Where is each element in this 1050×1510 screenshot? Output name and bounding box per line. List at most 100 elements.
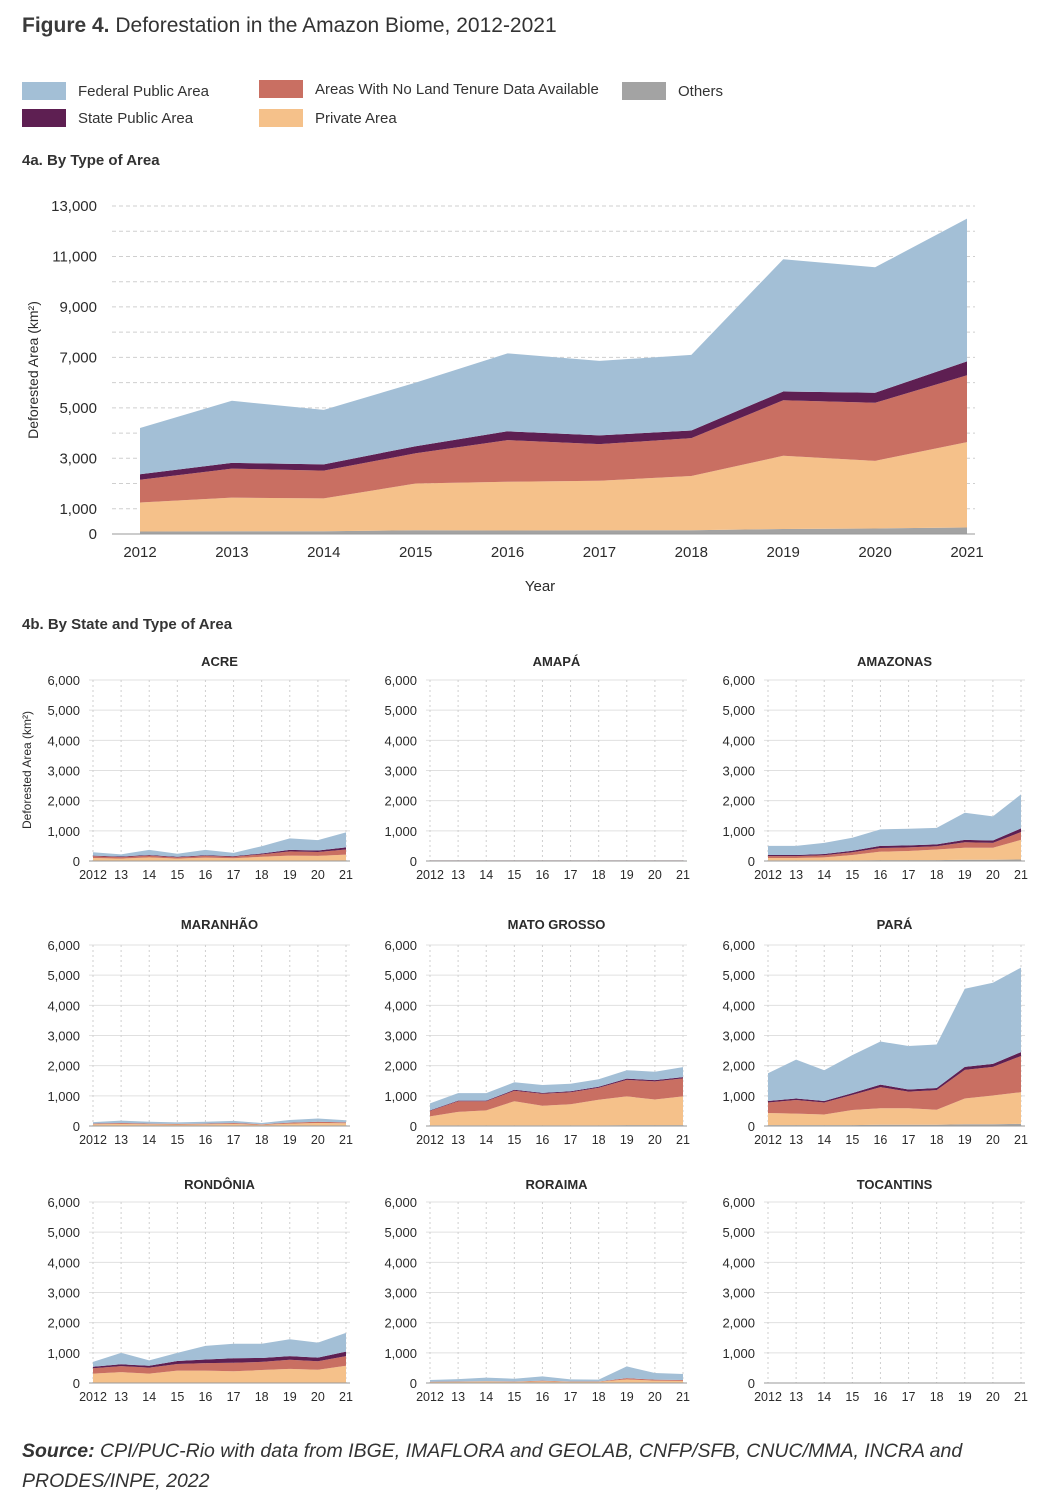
state-roraima-x-tick-label: 18 <box>592 1390 606 1404</box>
state-maranhao-y-tick-label: 1,000 <box>47 1089 80 1104</box>
state-matogrosso-title: MATO GROSSO <box>508 917 606 932</box>
state-roraima-area-notenure <box>430 1378 683 1383</box>
state-tocantins-title: TOCANTINS <box>857 1177 933 1192</box>
state-amazonas-x-tick-label: 2012 <box>754 868 782 882</box>
state-rondonia-plot <box>93 1332 346 1383</box>
state-amapa-x-tick-label: 2012 <box>416 868 444 882</box>
main-x-tick-label: 2018 <box>675 544 708 561</box>
legend-swatch-notenure <box>259 80 303 98</box>
state-amazonas-y-tick-label: 2,000 <box>722 794 755 809</box>
state-roraima-x-tick-label: 17 <box>564 1390 578 1404</box>
state-matogrosso-y-tick-label: 2,000 <box>384 1059 417 1074</box>
state-rondonia-area-private <box>93 1365 346 1383</box>
main-x-tick-label: 2019 <box>767 544 800 561</box>
state-acre-y-tick-label: 4,000 <box>47 733 80 748</box>
state-rondonia-x-tick-label: 16 <box>198 1390 212 1404</box>
legend-item-federal: Federal Public Area <box>22 82 209 100</box>
state-para-y-tick-label: 5,000 <box>722 968 755 983</box>
state-amapa-x-tick-label: 16 <box>535 868 549 882</box>
state-amazonas-x-tick-label: 17 <box>902 868 916 882</box>
state-matogrosso-x-tick-label: 2012 <box>416 1133 444 1147</box>
figure-title: Figure 4. Deforestation in the Amazon Bi… <box>22 14 557 38</box>
state-rondonia-x-tick-label: 13 <box>114 1390 128 1404</box>
state-tocantins-y-tick-label: 5,000 <box>722 1225 755 1240</box>
state-tocantins-y-tick-label: 6,000 <box>722 1195 755 1210</box>
state-matogrosso-y-tick-label: 1,000 <box>384 1089 417 1104</box>
state-para-y-tick-label: 2,000 <box>722 1059 755 1074</box>
main-y-tick-label: 7,000 <box>59 349 97 366</box>
state-roraima-area-private <box>430 1379 683 1383</box>
state-acre-y-tick-label: 3,000 <box>47 764 80 779</box>
main-y-tick-label: 3,000 <box>59 450 97 467</box>
state-amazonas-area-federal <box>768 794 1021 855</box>
main-area-others <box>140 527 967 534</box>
state-maranhao-x-tick-label: 2012 <box>79 1133 107 1147</box>
main-x-tick-label: 2020 <box>858 544 891 561</box>
state-amapa-x-tick-label: 19 <box>620 868 634 882</box>
main-area-state <box>140 361 967 480</box>
state-amazonas-y-tick-label: 4,000 <box>722 733 755 748</box>
state-tocantins-x-tick-label: 21 <box>1014 1390 1028 1404</box>
state-maranhao-y-tick-label: 5,000 <box>47 968 80 983</box>
state-amazonas-title: AMAZONAS <box>857 654 932 669</box>
state-tocantins-x-tick-label: 20 <box>986 1390 1000 1404</box>
state-rondonia-y-tick-label: 5,000 <box>47 1225 80 1240</box>
state-tocantins-x-tick-label: 16 <box>873 1390 887 1404</box>
state-acre-x-tick-label: 19 <box>283 868 297 882</box>
state-rondonia-x-tick-label: 14 <box>142 1390 156 1404</box>
state-roraima-y-tick-label: 6,000 <box>384 1195 417 1210</box>
legend-item-notenure: Areas With No Land Tenure Data Available <box>259 80 599 98</box>
source-note: Source: CPI/PUC-Rio with data from IBGE,… <box>22 1436 1022 1496</box>
section-a-label: 4a. By Type of Area <box>22 152 160 169</box>
state-tocantins-y-tick-label: 4,000 <box>722 1255 755 1270</box>
state-amazonas-x-tick-label: 20 <box>986 868 1000 882</box>
state-matogrosso-x-tick-label: 17 <box>564 1133 578 1147</box>
state-amazonas-area-private <box>768 839 1021 861</box>
state-amapa-y-tick-label: 3,000 <box>384 764 417 779</box>
state-amazonas-plot <box>768 794 1021 861</box>
main-x-tick-label: 2015 <box>399 544 432 561</box>
state-maranhao-area-federal <box>93 1118 346 1125</box>
state-acre-x-tick-label: 17 <box>227 868 241 882</box>
state-matogrosso-x-tick-label: 15 <box>507 1133 521 1147</box>
state-acre-x-tick-label: 15 <box>170 868 184 882</box>
main-x-tick-label: 2016 <box>491 544 524 561</box>
state-acre-area-private <box>93 854 346 861</box>
state-acre-x-tick-label: 21 <box>339 868 353 882</box>
state-maranhao-x-tick-label: 21 <box>339 1133 353 1147</box>
state-amapa-y-tick-label: 6,000 <box>384 673 417 688</box>
state-matogrosso-x-tick-label: 20 <box>648 1133 662 1147</box>
state-maranhao-x-tick-label: 15 <box>170 1133 184 1147</box>
state-maranhao-x-tick-label: 18 <box>255 1133 269 1147</box>
main-area-federal <box>140 218 967 475</box>
state-para-x-tick-label: 2012 <box>754 1133 782 1147</box>
state-para-y-tick-label: 6,000 <box>722 938 755 953</box>
main-x-axis-title: Year <box>525 578 555 595</box>
state-amapa-x-tick-label: 14 <box>479 868 493 882</box>
state-para-y-tick-label: 0 <box>748 1119 755 1134</box>
state-para-y-tick-label: 3,000 <box>722 1029 755 1044</box>
state-acre-x-tick-label: 20 <box>311 868 325 882</box>
state-amazonas-area-notenure <box>768 832 1021 858</box>
state-tocantins-x-tick-label: 14 <box>817 1390 831 1404</box>
state-amazonas-x-tick-label: 14 <box>817 868 831 882</box>
state-maranhao-y-tick-label: 6,000 <box>47 938 80 953</box>
state-maranhao-y-tick-label: 2,000 <box>47 1059 80 1074</box>
state-amapa-x-tick-label: 17 <box>564 868 578 882</box>
state-roraima-y-tick-label: 1,000 <box>384 1346 417 1361</box>
state-acre-y-tick-label: 1,000 <box>47 824 80 839</box>
state-acre-x-tick-label: 14 <box>142 868 156 882</box>
main-y-tick-label: 0 <box>89 526 97 543</box>
main-x-tick-label: 2017 <box>583 544 616 561</box>
state-matogrosso-y-tick-label: 6,000 <box>384 938 417 953</box>
legend-swatch-private <box>259 109 303 127</box>
state-maranhao-x-tick-label: 20 <box>311 1133 325 1147</box>
state-para-x-tick-label: 20 <box>986 1133 1000 1147</box>
legend-swatch-state <box>22 109 66 127</box>
state-roraima-plot <box>430 1366 683 1383</box>
state-maranhao-y-tick-label: 4,000 <box>47 998 80 1013</box>
state-amazonas-x-tick-label: 15 <box>845 868 859 882</box>
state-roraima-title: RORAIMA <box>525 1177 588 1192</box>
state-para-x-tick-label: 14 <box>817 1133 831 1147</box>
state-para-x-tick-label: 19 <box>958 1133 972 1147</box>
